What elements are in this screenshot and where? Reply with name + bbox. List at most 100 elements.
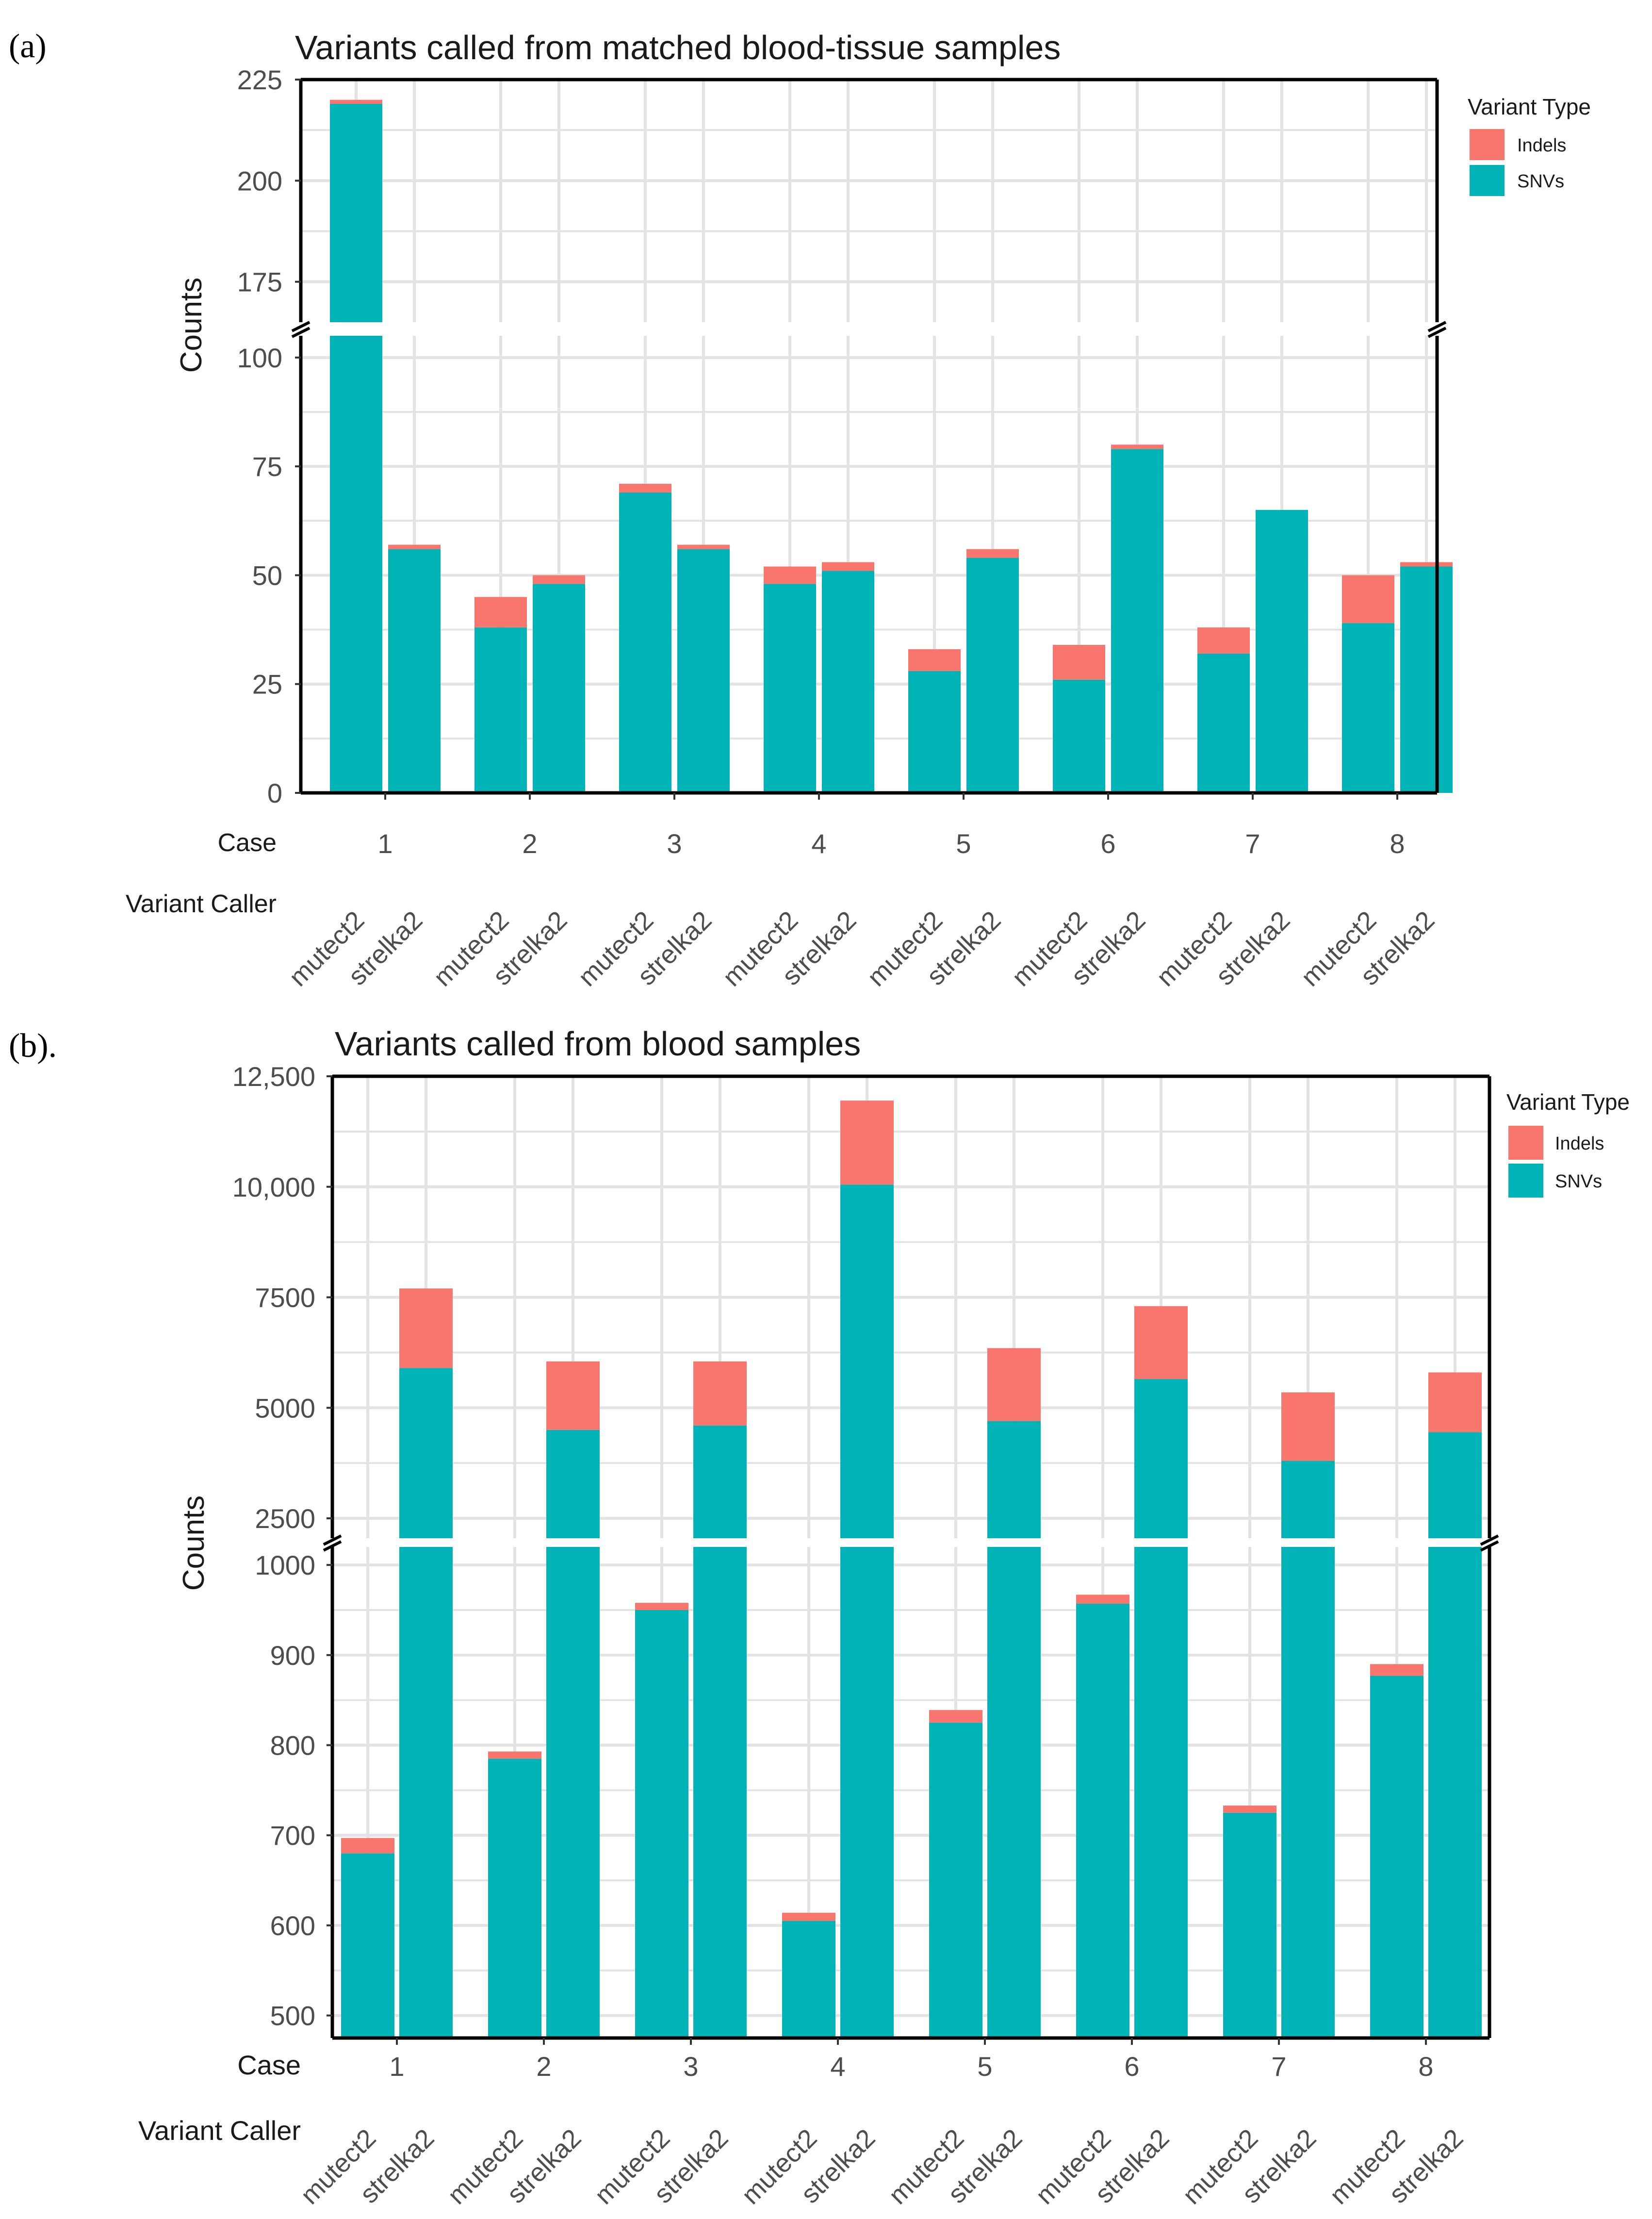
bar-snvs: [987, 1547, 1041, 2038]
case-label: 8: [1390, 828, 1405, 859]
bar-snvs: [474, 627, 527, 793]
bar-indels: [840, 1101, 894, 1185]
bar-snvs: [908, 671, 961, 793]
bar-indels: [782, 1912, 835, 1921]
legend-key-snvs: [1470, 165, 1505, 196]
bar-snvs: [929, 1723, 982, 2038]
bar-indels: [1223, 1805, 1276, 1813]
bar-indels: [966, 549, 1019, 558]
bar-indels: [822, 562, 874, 571]
bar-snvs: [1370, 1676, 1423, 2038]
case-label: 1: [389, 2051, 404, 2082]
case-label: 5: [977, 2051, 992, 2082]
case-label: 6: [1100, 828, 1115, 859]
bar-indels: [1370, 1664, 1423, 1676]
bar-snvs: [399, 1547, 453, 2038]
y-tick-label: 10,000: [232, 1172, 315, 1202]
panel-label: (a): [9, 28, 47, 65]
y-tick-label: 75: [252, 451, 282, 482]
legend-label-indels: Indels: [1555, 1134, 1604, 1154]
chart-title: Variants called from matched blood-tissu…: [295, 29, 1061, 66]
axis-break-mark: [1427, 321, 1447, 332]
case-label: 4: [811, 828, 826, 859]
legend-key-indels: [1508, 1126, 1543, 1160]
case-label: 4: [830, 2051, 845, 2082]
case-label: 7: [1271, 2051, 1286, 2082]
bar-snvs: [840, 1184, 894, 1538]
bar-indels: [693, 1361, 747, 1426]
bar-indels: [635, 1603, 688, 1610]
axis-break-mark: [323, 1534, 342, 1546]
legend-label-indels: Indels: [1517, 135, 1566, 156]
y-tick-label: 12,500: [232, 1061, 315, 1092]
y-tick-label: 900: [270, 1640, 315, 1671]
bar-snvs: [677, 549, 730, 793]
legend-label-snvs: SNVs: [1555, 1171, 1602, 1192]
bar-snvs: [546, 1547, 600, 2038]
bar-snvs: [840, 1547, 894, 2038]
axis-break-gap: [299, 322, 1439, 336]
y-tick-label: 1000: [255, 1550, 315, 1580]
bar-indels: [987, 1348, 1041, 1421]
bar-indels: [929, 1710, 982, 1723]
panel-a: (a) Variants called from matched blood-ti…: [9, 28, 1591, 992]
legend-key-indels: [1470, 129, 1505, 160]
bar-snvs: [1281, 1547, 1335, 2038]
bar-snvs: [764, 584, 816, 793]
bar-snvs: [635, 1610, 688, 2038]
bar-indels: [533, 575, 585, 584]
bar-snvs: [966, 558, 1019, 793]
bar-indels: [1281, 1392, 1335, 1461]
chart-title: Variants called from blood samples: [335, 1025, 861, 1063]
axis-break-mark: [1480, 1534, 1499, 1546]
case-label: 1: [377, 828, 393, 859]
legend-title: Variant Type: [1506, 1089, 1630, 1115]
bar-indels: [399, 1288, 453, 1368]
y-tick-label: 2500: [255, 1503, 315, 1534]
bar-snvs: [330, 336, 382, 793]
bar-snvs: [619, 492, 671, 793]
y-axis-label: Counts: [177, 1496, 211, 1591]
bar-snvs: [1053, 679, 1105, 793]
bar-snvs: [987, 1421, 1041, 1538]
legend-label-snvs: SNVs: [1517, 171, 1564, 192]
bar-indels: [1134, 1306, 1188, 1380]
bar-indels: [764, 566, 816, 584]
y-tick-label: 50: [252, 560, 282, 591]
bar-indels: [1076, 1594, 1129, 1604]
bar-snvs: [1256, 510, 1308, 793]
bar-indels: [546, 1361, 600, 1430]
bar-snvs: [388, 549, 441, 793]
axis-break-mark: [323, 1540, 342, 1552]
y-tick-label: 800: [270, 1730, 315, 1761]
bar-snvs: [693, 1425, 747, 1538]
bar-indels: [1053, 644, 1105, 680]
y-tick-label: 225: [237, 65, 282, 95]
bar-indels: [1111, 444, 1163, 449]
variant-caller-axis-title: Variant Caller: [126, 890, 277, 918]
bar-snvs: [546, 1430, 600, 1538]
case-label: 3: [683, 2051, 698, 2082]
legend: Variant Type Indels SNVs: [1506, 1089, 1630, 1198]
bar-indels: [1342, 575, 1394, 624]
legend: Variant Type Indels SNVs: [1468, 94, 1591, 196]
case-label: 8: [1418, 2051, 1433, 2082]
bar-snvs: [1197, 653, 1250, 793]
y-tick-label: 5000: [255, 1393, 315, 1423]
bar-snvs: [1076, 1603, 1129, 2038]
case-label: 3: [667, 828, 682, 859]
axis-break-mark: [291, 327, 311, 338]
y-tick-label: 700: [270, 1820, 315, 1851]
axis-break-mark: [291, 321, 311, 332]
case-axis-title: Case: [237, 2050, 301, 2080]
legend-title: Variant Type: [1468, 94, 1591, 119]
y-tick-label: 175: [237, 267, 282, 297]
bars: [341, 1101, 1482, 2038]
bar-snvs: [1134, 1379, 1188, 1538]
bar-snvs: [488, 1759, 541, 2038]
y-tick-label: 25: [252, 669, 282, 700]
bar-snvs: [1281, 1461, 1335, 1538]
case-label: 2: [522, 828, 537, 859]
case-label: 2: [536, 2051, 551, 2082]
